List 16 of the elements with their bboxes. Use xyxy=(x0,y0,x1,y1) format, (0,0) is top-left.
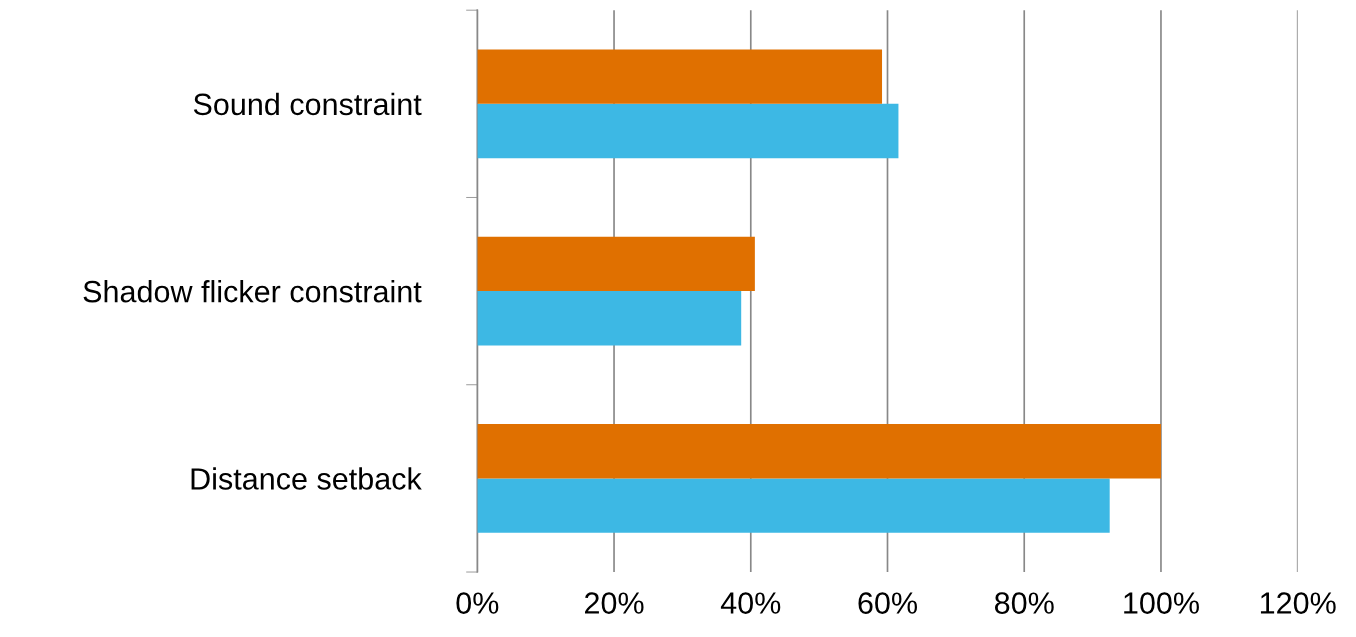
y-tick-label: Sound constraint xyxy=(193,92,422,116)
bar xyxy=(477,478,1110,533)
x-tick-label: 0% xyxy=(456,592,499,614)
x-tick-label: 100% xyxy=(1124,592,1199,614)
x-tick-label: 20% xyxy=(585,592,644,614)
x-tick-label: 80% xyxy=(994,592,1054,614)
bar xyxy=(477,291,742,346)
y-tick-label: Distance setback xyxy=(191,467,422,490)
x-tick-label: 60% xyxy=(858,592,917,614)
y-tick-label: Shadow flicker constraint xyxy=(83,280,422,303)
x-tick-label: 40% xyxy=(720,592,781,614)
bar xyxy=(477,236,755,292)
bar xyxy=(477,424,1161,479)
bar xyxy=(477,49,883,104)
x-tick-label: 120% xyxy=(1260,592,1336,614)
bar xyxy=(477,103,899,159)
